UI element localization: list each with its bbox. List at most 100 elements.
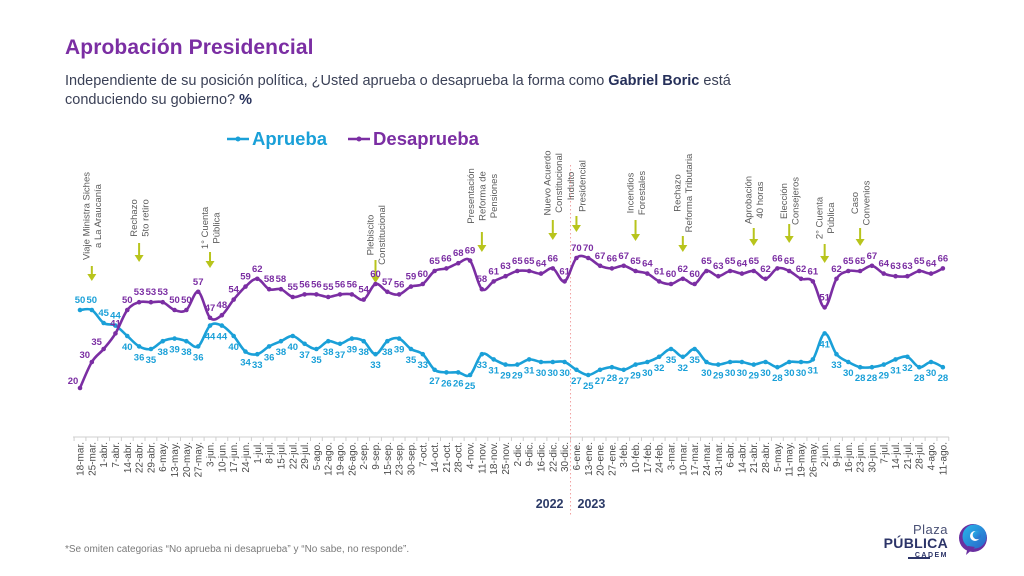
data-label-desaprueba: 62 bbox=[760, 264, 771, 275]
data-label-desaprueba: 53 bbox=[146, 287, 157, 298]
x-tick-label: 22-abr. bbox=[135, 442, 146, 473]
data-label-desaprueba: 58 bbox=[276, 274, 287, 285]
x-tick-label: 12-ago. bbox=[324, 442, 335, 476]
event-annotation: IndultoPresidencial bbox=[566, 160, 589, 232]
arrow-down-icon bbox=[631, 234, 641, 241]
x-axis: 18-mar. 25-mar. 1-abr. 7-abr. 14-abr. 22-abr.… bbox=[73, 436, 949, 477]
data-point-aprueba bbox=[491, 357, 497, 362]
annotation-label-line: 2° Cuenta bbox=[814, 196, 825, 239]
data-point-desaprueba bbox=[101, 346, 106, 352]
data-point-aprueba bbox=[621, 367, 627, 373]
x-tick-label: 15-sep. bbox=[383, 442, 394, 475]
data-point-desaprueba bbox=[834, 276, 839, 282]
x-tick-label: 13-ene. bbox=[584, 442, 595, 476]
data-point-aprueba bbox=[846, 359, 851, 365]
data-label-desaprueba: 63 bbox=[713, 261, 724, 272]
data-point-aprueba bbox=[89, 307, 95, 313]
event-annotation: CasoConvenios bbox=[850, 180, 872, 246]
x-tick-label: 1-jul. bbox=[253, 442, 264, 464]
x-tick-label: 7-oct. bbox=[418, 442, 429, 467]
legend-item-desaprueba[interactable]: Desaprueba bbox=[347, 128, 479, 150]
data-label-aprueba: 39 bbox=[169, 345, 180, 356]
x-tick-label: 27-ene. bbox=[607, 442, 618, 476]
data-point-desaprueba bbox=[857, 268, 863, 274]
annotation-label-line: Rechazo bbox=[129, 199, 140, 237]
data-label-desaprueba: 61 bbox=[654, 266, 665, 277]
data-point-desaprueba bbox=[727, 268, 733, 274]
data-label-aprueba: 29 bbox=[748, 371, 759, 382]
data-label-aprueba: 38 bbox=[276, 347, 287, 358]
annotation-label: Rechazo5to retiro bbox=[129, 199, 152, 237]
data-label-aprueba: 35 bbox=[689, 355, 700, 366]
data-label-aprueba: 31 bbox=[488, 365, 499, 376]
x-tick-label: 17-mar. bbox=[690, 442, 701, 476]
data-label-desaprueba: 61 bbox=[559, 266, 570, 277]
data-point-aprueba bbox=[538, 359, 544, 365]
data-label-desaprueba: 63 bbox=[500, 261, 511, 272]
data-point-aprueba bbox=[467, 372, 473, 378]
data-point-desaprueba bbox=[337, 292, 343, 297]
data-label-aprueba: 35 bbox=[311, 355, 322, 366]
data-label-aprueba: 36 bbox=[264, 352, 275, 363]
data-point-aprueba bbox=[113, 323, 118, 328]
data-point-aprueba bbox=[207, 323, 213, 328]
arrow-down-icon bbox=[855, 239, 865, 246]
data-point-desaprueba bbox=[562, 279, 567, 284]
legend-item-aprueba[interactable]: Aprueba bbox=[226, 128, 327, 150]
subtitle-line-1: Independiente de su posición política, ¿… bbox=[65, 72, 731, 91]
data-point-desaprueba bbox=[361, 297, 366, 302]
x-tick-label: 9-sep. bbox=[371, 442, 382, 470]
x-tick-label: 11-nov. bbox=[477, 442, 488, 474]
data-point-desaprueba bbox=[692, 281, 697, 287]
subtitle-unit: % bbox=[239, 92, 253, 108]
data-point-desaprueba bbox=[243, 284, 248, 289]
x-tick-label: 26-ago. bbox=[347, 442, 358, 476]
x-tick-label: 9-jun. bbox=[832, 442, 843, 467]
data-label-aprueba: 29 bbox=[713, 371, 724, 382]
data-label-aprueba: 50 bbox=[75, 295, 86, 306]
x-tick-label: 14-jul. bbox=[891, 442, 902, 469]
x-tick-label: 16-jun. bbox=[844, 442, 855, 473]
data-point-desaprueba bbox=[124, 307, 130, 313]
data-point-aprueba bbox=[136, 344, 142, 349]
data-point-desaprueba bbox=[325, 294, 331, 300]
data-label-aprueba: 29 bbox=[512, 371, 523, 382]
annotation-label: 2° CuentaPública bbox=[814, 196, 837, 239]
data-point-aprueba bbox=[373, 351, 378, 357]
data-label-aprueba: 33 bbox=[831, 360, 842, 371]
data-label-aprueba: 44 bbox=[205, 332, 216, 343]
logo-text-plaza: Plaza bbox=[912, 522, 948, 537]
data-label-aprueba: 34 bbox=[240, 358, 251, 369]
data-label-desaprueba: 66 bbox=[938, 253, 949, 264]
data-label-aprueba: 40 bbox=[287, 342, 298, 353]
data-label-desaprueba: 56 bbox=[335, 279, 346, 290]
data-label-aprueba: 36 bbox=[193, 352, 204, 363]
data-label-desaprueba: 20 bbox=[68, 376, 79, 387]
data-point-aprueba bbox=[515, 362, 520, 367]
data-label-desaprueba: 65 bbox=[630, 256, 641, 267]
data-point-desaprueba bbox=[479, 286, 485, 292]
arrow-down-icon bbox=[548, 233, 558, 240]
event-annotation: 2° CuentaPública bbox=[814, 196, 837, 263]
data-point-aprueba bbox=[77, 307, 83, 313]
annotation-label-line: Elección bbox=[779, 183, 790, 219]
data-label-desaprueba: 54 bbox=[358, 285, 369, 296]
x-tick-label: 6-abr. bbox=[726, 442, 737, 468]
data-label-desaprueba: 65 bbox=[701, 256, 712, 267]
data-label-desaprueba: 62 bbox=[796, 264, 807, 275]
data-label-aprueba: 44 bbox=[217, 332, 228, 343]
data-point-desaprueba bbox=[621, 263, 627, 269]
data-point-aprueba bbox=[905, 354, 910, 360]
data-label-aprueba: 33 bbox=[417, 360, 428, 371]
x-tick-label: 11-ago. bbox=[938, 442, 949, 475]
data-label-desaprueba: 62 bbox=[252, 264, 263, 275]
data-point-aprueba bbox=[869, 364, 875, 370]
annotation-label-line: Constitucional bbox=[554, 153, 565, 213]
subtitle-text: conduciendo su gobierno? bbox=[65, 92, 240, 108]
data-point-aprueba bbox=[526, 357, 532, 362]
data-label-desaprueba: 57 bbox=[193, 277, 204, 288]
data-label-desaprueba: 65 bbox=[429, 256, 440, 267]
data-point-desaprueba bbox=[184, 307, 189, 313]
